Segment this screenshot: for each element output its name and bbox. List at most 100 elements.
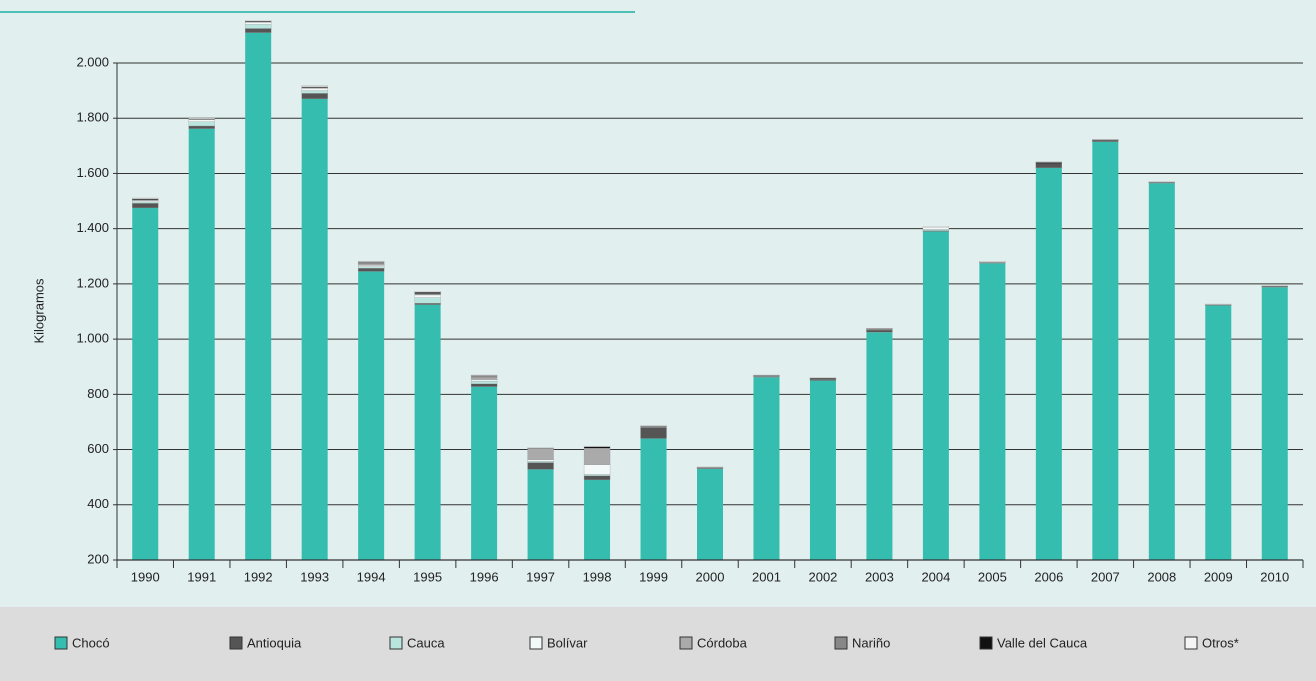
bar-segment — [583, 474, 611, 476]
x-tick-label: 2010 — [1260, 569, 1289, 584]
x-tick-label: 2008 — [1147, 569, 1176, 584]
legend-label: Bolívar — [547, 635, 588, 650]
bar-segment — [1035, 162, 1063, 164]
bar-segment — [357, 266, 385, 269]
bar-segment — [470, 380, 498, 384]
x-tick-label: 2007 — [1091, 569, 1120, 584]
bar-segment — [583, 448, 611, 465]
bar-segment — [866, 329, 893, 333]
y-tick-label: 1.400 — [76, 220, 109, 235]
y-tick-label: 1.800 — [76, 110, 109, 125]
bar-segment — [922, 226, 950, 228]
x-tick-label: 2003 — [865, 569, 894, 584]
bar-segment — [697, 468, 723, 560]
bar-segment — [357, 261, 385, 265]
legend-swatch — [54, 636, 68, 650]
x-tick-label: 1993 — [300, 569, 329, 584]
x-tick-label: 1990 — [131, 569, 160, 584]
bar-segment — [696, 466, 724, 468]
bar-segment — [414, 292, 441, 294]
bar-segment — [583, 475, 611, 481]
bar-segment — [922, 229, 950, 231]
x-tick-label: 2000 — [696, 569, 725, 584]
bar-segment — [1148, 183, 1175, 560]
x-tick-label: 2005 — [978, 569, 1007, 584]
y-tick-label: 1.000 — [76, 331, 109, 346]
bar-segment — [527, 448, 554, 460]
bar-segment — [527, 469, 554, 560]
bar-segment — [1261, 285, 1288, 288]
bar-segment — [132, 201, 159, 204]
legend-label: Cauca — [407, 635, 445, 650]
x-tick-label: 1998 — [583, 569, 612, 584]
bar-segment — [922, 231, 949, 560]
y-axis-label: Kilogramos — [31, 278, 46, 344]
bar-segment — [640, 438, 667, 560]
bar-segment — [301, 98, 328, 561]
bar-segment — [245, 32, 272, 560]
legend-swatch — [1184, 636, 1198, 650]
bar-segment — [414, 297, 441, 304]
bar-segment — [358, 271, 385, 560]
bar-segment — [188, 125, 215, 129]
bar-segment — [414, 294, 441, 298]
bar-segment — [414, 291, 441, 293]
legend-background — [0, 607, 1316, 681]
bar-segment — [583, 464, 611, 475]
bar-segment — [979, 261, 1006, 263]
bar-segment — [414, 304, 441, 560]
x-tick-label: 2002 — [808, 569, 837, 584]
y-tick-label: 1.600 — [76, 165, 109, 180]
bar-segment — [809, 377, 837, 379]
legend-swatch — [529, 636, 543, 650]
x-tick-label: 1999 — [639, 569, 668, 584]
bar-segment — [527, 447, 554, 449]
bar-segment — [527, 461, 554, 463]
bar-segment — [414, 303, 441, 305]
bar-segment — [809, 380, 836, 560]
bar-segment — [866, 332, 893, 560]
bar-segment — [809, 378, 837, 381]
bar-segment — [527, 459, 554, 462]
bar-segment — [640, 425, 667, 427]
y-tick-label: 600 — [87, 441, 109, 456]
bar-segment — [470, 374, 498, 376]
y-tick-label: 400 — [87, 496, 109, 511]
bar-segment — [1205, 305, 1232, 560]
bar-segment — [753, 377, 780, 560]
legend-label: Córdoba — [697, 635, 748, 650]
bar-segment — [979, 263, 1006, 560]
bar-segment — [1092, 139, 1119, 140]
legend-swatch — [389, 636, 403, 650]
bar-segment — [640, 427, 667, 439]
y-tick-label: 1.200 — [76, 275, 109, 290]
bar-segment — [1035, 167, 1062, 560]
legend-swatch — [834, 636, 848, 650]
legend-label: Chocó — [72, 635, 110, 650]
x-tick-label: 2001 — [752, 569, 781, 584]
bar-segment — [188, 121, 215, 127]
bar-segment — [357, 265, 385, 267]
y-tick-label: 800 — [87, 386, 109, 401]
legend-swatch — [979, 636, 993, 650]
bar-segment — [1148, 181, 1175, 183]
bar-segment — [470, 375, 498, 378]
bar-segment — [188, 118, 215, 120]
bar-segment — [132, 203, 159, 209]
bar-segment — [470, 383, 498, 387]
bar-segment — [414, 293, 441, 296]
bar-segment — [1035, 163, 1063, 169]
y-tick-label: 200 — [87, 551, 109, 566]
bar-segment — [357, 268, 385, 272]
bar-segment — [1205, 303, 1232, 305]
bar-segment — [245, 28, 272, 33]
x-tick-label: 1995 — [413, 569, 442, 584]
x-tick-label: 1994 — [357, 569, 386, 584]
bar-segment — [1092, 141, 1119, 561]
bar-segment — [583, 446, 611, 449]
bar-segment — [301, 93, 328, 100]
bar-segment — [301, 88, 328, 91]
legend-swatch — [229, 636, 243, 650]
x-tick-label: 2004 — [921, 569, 950, 584]
